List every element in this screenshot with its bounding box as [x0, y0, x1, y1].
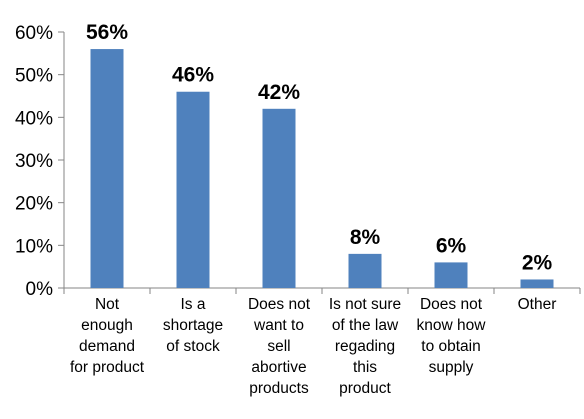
x-category-label: Is a — [181, 296, 206, 313]
data-label: 46% — [172, 64, 214, 87]
x-category-label: know how — [417, 317, 487, 334]
bar — [262, 108, 296, 288]
bar — [176, 91, 210, 288]
data-label: 6% — [436, 234, 467, 257]
x-category-label: want to — [253, 317, 304, 334]
x-category-label: to obtain — [421, 338, 480, 355]
axes — [58, 31, 581, 294]
x-category-label: sell — [267, 338, 290, 355]
y-tick-label: 0% — [26, 279, 54, 300]
data-label: 8% — [350, 226, 381, 249]
x-category-label: Other — [518, 296, 557, 313]
data-label: 42% — [258, 81, 300, 104]
y-tick-label: 50% — [15, 66, 53, 87]
bar — [434, 262, 468, 288]
bars — [90, 49, 554, 288]
bar — [90, 49, 124, 288]
labels: 0% 10% 20% 30% 40% 50% 60% 56% Not enough demand fo… — [15, 21, 556, 397]
bar — [520, 279, 554, 288]
x-category-label: Does not — [248, 296, 311, 313]
x-category-label: regading — [335, 338, 395, 355]
bar — [348, 253, 382, 288]
x-category-label: Is not sure — [329, 296, 401, 313]
cropped-title — [0, 0, 584, 3]
x-category-label: shortage — [163, 317, 223, 334]
x-category-label: this — [353, 359, 377, 376]
x-category-label: enough — [81, 317, 133, 334]
x-category-label: supply — [429, 359, 474, 376]
y-tick-label: 60% — [15, 23, 53, 44]
x-category-label: abortive — [251, 359, 306, 376]
x-category-label: Not — [95, 296, 120, 313]
data-label: 56% — [86, 21, 128, 44]
y-tick-label: 40% — [15, 108, 53, 129]
x-category-label: products — [249, 380, 309, 397]
x-category-label: Does not — [420, 296, 483, 313]
x-category-label: of the law — [332, 317, 399, 334]
data-label: 2% — [522, 251, 553, 274]
x-category-label: product — [339, 380, 391, 397]
x-category-label: demand — [79, 338, 135, 355]
y-tick-label: 10% — [15, 236, 53, 257]
y-tick-label: 30% — [15, 151, 53, 172]
x-category-label: of stock — [166, 338, 220, 355]
y-tick-label: 20% — [15, 194, 53, 215]
x-category-label: for product — [70, 359, 145, 376]
